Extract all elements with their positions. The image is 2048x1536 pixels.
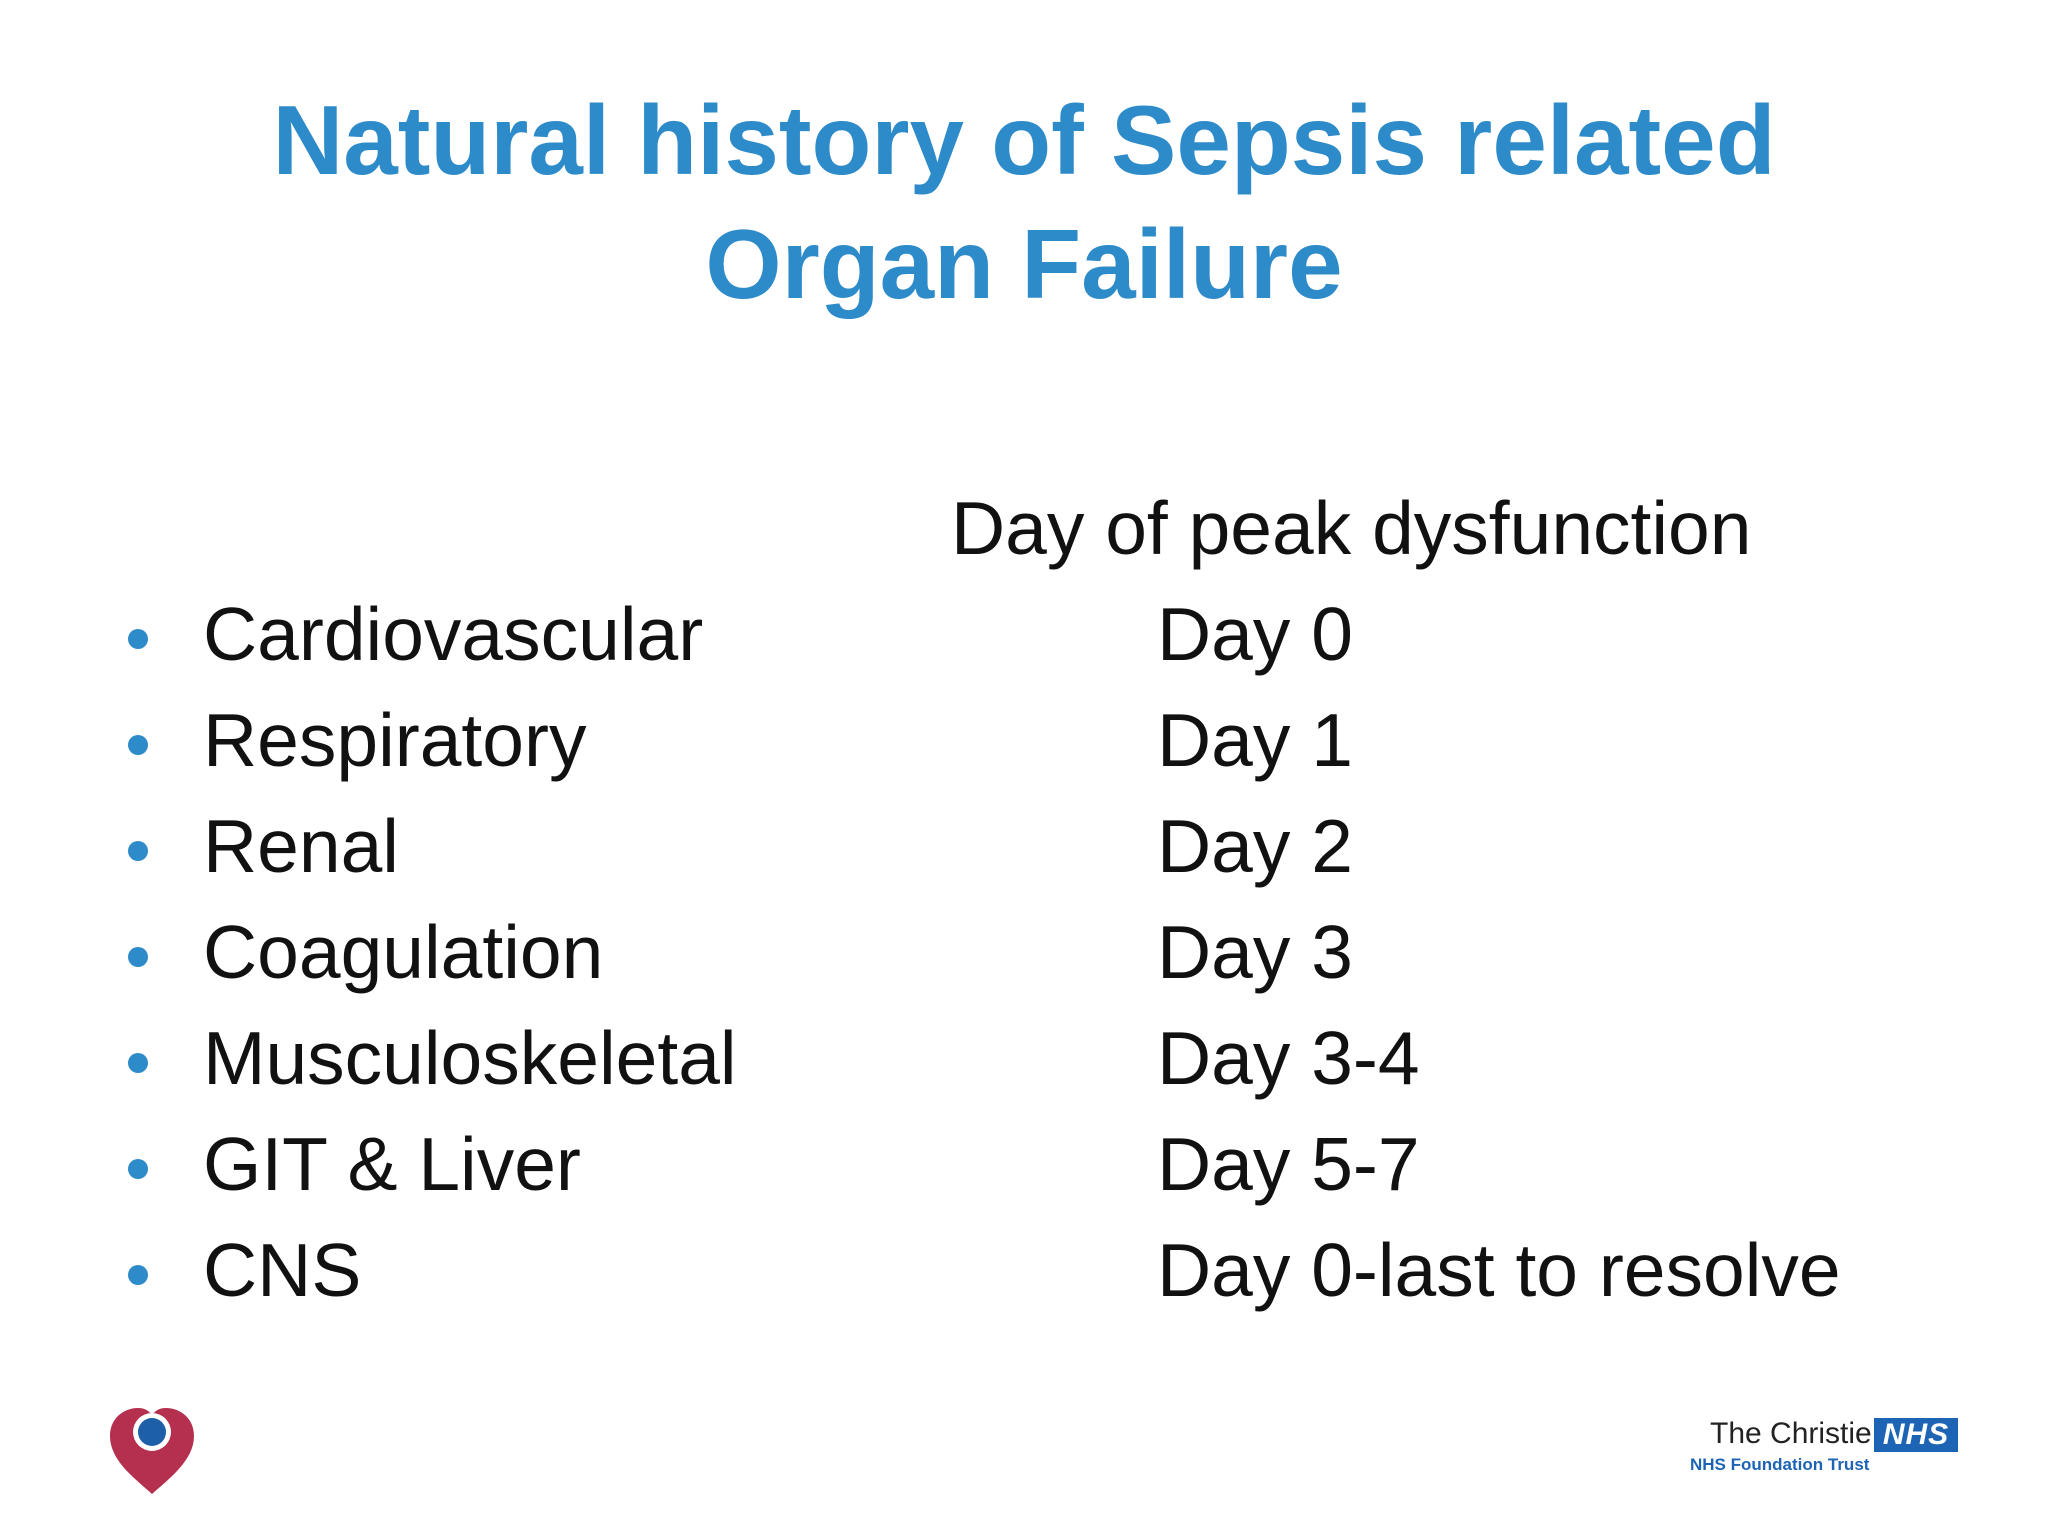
peak-day-label: Day 2 <box>1157 804 1353 888</box>
peak-day-label: Day 0-last to resolve <box>1157 1228 1841 1312</box>
peak-day-label: Day 5-7 <box>1157 1122 1420 1206</box>
organ-label: Respiratory <box>203 698 587 782</box>
list-item: Renal Day 2 <box>0 802 2048 908</box>
organ-label: Renal <box>203 804 399 888</box>
list-item: GIT & Liver Day 5-7 <box>0 1120 2048 1226</box>
christie-name: The Christie <box>1710 1417 1872 1450</box>
christie-logo: The Christie NHS NHS Foundation Trust <box>1690 1416 1958 1476</box>
organ-list: Cardiovascular Day 0 Respiratory Day 1 R… <box>0 590 2048 1332</box>
peak-day-label: Day 3 <box>1157 910 1353 994</box>
nhs-badge: NHS <box>1874 1418 1958 1452</box>
peak-day-label: Day 3-4 <box>1157 1016 1420 1100</box>
slide-title-line-1: Natural history of Sepsis related <box>272 85 1776 195</box>
organ-label: GIT & Liver <box>203 1122 581 1206</box>
bullet-icon <box>128 841 148 861</box>
list-item: Cardiovascular Day 0 <box>0 590 2048 696</box>
organ-label: Coagulation <box>203 910 604 994</box>
peak-day-label: Day 0 <box>1157 592 1353 676</box>
column-header: Day of peak dysfunction <box>951 486 1752 570</box>
list-item: Respiratory Day 1 <box>0 696 2048 802</box>
slide-title: Natural history of Sepsis related Organ … <box>0 78 2048 326</box>
bullet-icon <box>128 629 148 649</box>
organ-label: CNS <box>203 1228 362 1312</box>
heart-logo-icon <box>110 1408 194 1494</box>
slide-title-line-2: Organ Failure <box>705 209 1343 319</box>
bullet-icon <box>128 1159 148 1179</box>
list-item: Coagulation Day 3 <box>0 908 2048 1014</box>
peak-day-label: Day 1 <box>1157 698 1353 782</box>
heart-dot <box>138 1418 166 1446</box>
list-item: Musculoskeletal Day 3-4 <box>0 1014 2048 1120</box>
bullet-icon <box>128 1053 148 1073</box>
bullet-icon <box>128 1265 148 1285</box>
christie-subtitle: NHS Foundation Trust <box>1690 1455 1870 1474</box>
bullet-icon <box>128 947 148 967</box>
organ-label: Cardiovascular <box>203 592 704 676</box>
organ-label: Musculoskeletal <box>203 1016 737 1100</box>
bullet-icon <box>128 735 148 755</box>
list-item: CNS Day 0-last to resolve <box>0 1226 2048 1332</box>
